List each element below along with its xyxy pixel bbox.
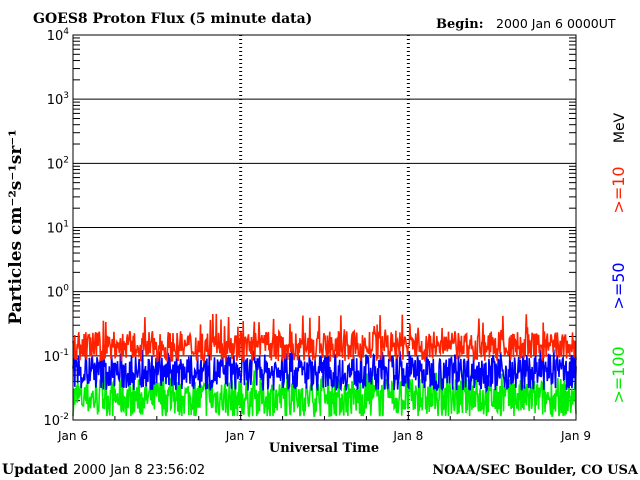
series-line-50mev (72, 348, 577, 394)
x-tick-label: Jan 7 (225, 429, 256, 443)
gridlines (72, 35, 577, 420)
x-tick-label: Jan 9 (560, 429, 591, 443)
y-tick-label: 103 (47, 91, 69, 108)
y-tick-label: 102 (47, 155, 69, 172)
legend-series-10: >=10 (609, 166, 628, 213)
plot-frame (72, 34, 577, 421)
y-tick-label: 101 (47, 220, 69, 237)
y-tick-label: 104 (47, 27, 70, 44)
y-tick-labels: 10-2 10-1 100 101 102 103 104 (43, 27, 69, 429)
series-line-10mev (72, 313, 577, 364)
begin-label: Begin: (436, 17, 484, 32)
x-tick-labels: Jan 6 Jan 7 Jan 8 Jan 9 (57, 429, 591, 443)
legend-energy-unit: MeV (612, 112, 628, 143)
x-tick-label: Jan 8 (392, 429, 423, 443)
y-axis-label: Particles cm⁻²s⁻¹sr⁻¹ (6, 129, 26, 324)
y-tick-label: 10-2 (43, 412, 69, 429)
x-axis-label: Universal Time (269, 441, 379, 456)
begin-value: 2000 Jan 6 0000UT (496, 16, 616, 31)
updated-label: Updated (2, 462, 68, 478)
footer-source: NOAA/SEC Boulder, CO USA (432, 463, 639, 478)
y-tick-label: 10-1 (43, 348, 69, 365)
legend-series-50: >=50 (609, 262, 628, 309)
updated-value: 2000 Jan 8 23:56:02 (73, 463, 205, 478)
y-tick-label: 100 (47, 284, 70, 301)
x-tick-label: Jan 6 (57, 429, 88, 443)
legend-series-100: >=100 (609, 346, 628, 403)
series-layer (72, 313, 577, 418)
series-line-100mev (72, 370, 577, 418)
chart-title: GOES8 Proton Flux (5 minute data) (33, 11, 312, 27)
